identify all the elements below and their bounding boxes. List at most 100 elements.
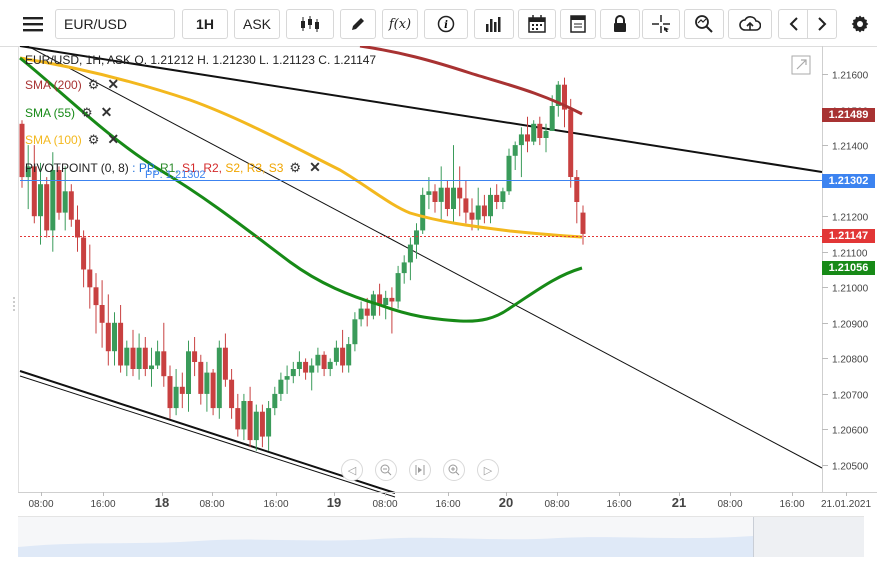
candle[interactable] <box>296 351 302 377</box>
volume-button[interactable] <box>474 9 514 39</box>
pan-left-button[interactable]: ◁ <box>341 459 363 481</box>
sma-200-line[interactable] <box>359 46 583 116</box>
candle[interactable] <box>303 358 309 380</box>
sma55-gear-icon[interactable]: ⚙ <box>81 105 93 120</box>
candle[interactable] <box>525 116 530 153</box>
drawing-tool-button[interactable] <box>340 9 376 39</box>
menu-icon[interactable] <box>16 9 50 39</box>
candle[interactable] <box>266 401 272 451</box>
sma-55-line[interactable] <box>19 56 583 323</box>
sma200-close-icon[interactable]: ✕ <box>107 76 120 92</box>
candle[interactable] <box>562 77 567 128</box>
candle[interactable] <box>118 305 124 373</box>
candle[interactable] <box>518 127 524 178</box>
candle[interactable] <box>149 347 154 387</box>
candle[interactable] <box>204 361 210 412</box>
candle[interactable] <box>179 372 185 409</box>
candle[interactable] <box>105 294 111 366</box>
lower-trendline-b[interactable] <box>19 375 396 498</box>
candle[interactable] <box>44 177 50 238</box>
candle[interactable] <box>377 283 383 316</box>
zoom-button[interactable] <box>684 9 724 39</box>
candle[interactable] <box>395 265 401 309</box>
settings-button[interactable] <box>846 9 874 39</box>
candle[interactable] <box>512 141 518 171</box>
candle[interactable] <box>333 340 339 366</box>
candle[interactable] <box>216 340 222 419</box>
candle[interactable] <box>340 329 346 373</box>
candle[interactable] <box>346 337 352 373</box>
candle[interactable] <box>383 290 389 320</box>
price-chart[interactable]: 1.216001.215001.214001.213001.212001.211… <box>0 46 877 516</box>
candle[interactable] <box>309 358 315 391</box>
candle[interactable] <box>75 205 80 252</box>
candle[interactable] <box>481 194 487 224</box>
candle[interactable] <box>247 386 253 448</box>
templates-button[interactable] <box>560 9 596 39</box>
candle[interactable] <box>186 340 191 412</box>
candle[interactable] <box>370 290 376 320</box>
candle[interactable] <box>463 180 469 224</box>
candle[interactable] <box>414 223 419 259</box>
sma55-label[interactable]: SMA (55) <box>25 106 76 120</box>
candle[interactable] <box>155 340 161 369</box>
candle[interactable] <box>327 358 333 377</box>
candle[interactable] <box>210 369 216 416</box>
candle[interactable] <box>229 369 235 419</box>
candle[interactable] <box>68 184 74 227</box>
sma100-label[interactable]: SMA (100) <box>25 133 82 147</box>
candle[interactable] <box>315 347 321 373</box>
candle[interactable] <box>142 337 148 377</box>
candle[interactable] <box>432 184 438 213</box>
candle[interactable] <box>222 333 228 387</box>
candle[interactable] <box>272 386 278 416</box>
sma100-gear-icon[interactable]: ⚙ <box>87 132 100 147</box>
candle[interactable] <box>364 297 370 327</box>
candle[interactable] <box>321 351 327 377</box>
candle[interactable] <box>420 187 426 234</box>
candle[interactable] <box>580 205 586 245</box>
candle[interactable] <box>198 354 204 405</box>
candle[interactable] <box>506 148 512 195</box>
candle[interactable] <box>278 372 284 401</box>
scroll-left-button[interactable] <box>778 9 808 39</box>
candle[interactable] <box>574 170 580 224</box>
symbol-selector[interactable]: EUR/USD <box>55 9 175 39</box>
candle[interactable] <box>50 152 56 252</box>
pivot-label[interactable]: PIVOTPOINT (0, 8) <box>25 161 129 175</box>
candle[interactable] <box>241 393 247 441</box>
candle[interactable] <box>568 98 574 188</box>
navigator-scrollbar[interactable] <box>18 516 864 557</box>
candle[interactable] <box>259 404 265 448</box>
candle[interactable] <box>475 187 481 231</box>
candle[interactable] <box>500 187 506 210</box>
chart-type-button[interactable] <box>286 9 334 39</box>
candle[interactable] <box>136 333 142 380</box>
sma100-close-icon[interactable]: ✕ <box>107 131 120 147</box>
candle[interactable] <box>543 123 549 153</box>
candle[interactable] <box>438 166 444 220</box>
upper-trendline[interactable] <box>19 46 823 173</box>
zoom-in-button[interactable] <box>443 459 465 481</box>
candle[interactable] <box>531 120 537 146</box>
timeframe-selector[interactable]: 1H <box>182 9 228 39</box>
candle[interactable] <box>124 340 130 377</box>
candle[interactable] <box>457 166 463 217</box>
pan-right-button[interactable]: ▷ <box>477 459 499 481</box>
candle[interactable] <box>407 237 413 281</box>
price-type-selector[interactable]: ASK <box>234 9 280 39</box>
sma200-gear-icon[interactable]: ⚙ <box>87 77 100 92</box>
expand-chart-icon[interactable] <box>791 55 811 75</box>
candle[interactable] <box>173 369 179 416</box>
candle[interactable] <box>25 145 31 210</box>
candle[interactable] <box>19 120 25 188</box>
sma200-label[interactable]: SMA (200) <box>25 78 82 92</box>
candle[interactable] <box>93 273 99 334</box>
candle[interactable] <box>192 337 198 377</box>
candle[interactable] <box>253 404 259 451</box>
candle[interactable] <box>426 177 432 210</box>
candle[interactable] <box>130 329 136 377</box>
pivot-gear-icon[interactable]: ⚙ <box>289 160 302 175</box>
fit-button[interactable] <box>409 459 431 481</box>
candle[interactable] <box>56 166 62 220</box>
